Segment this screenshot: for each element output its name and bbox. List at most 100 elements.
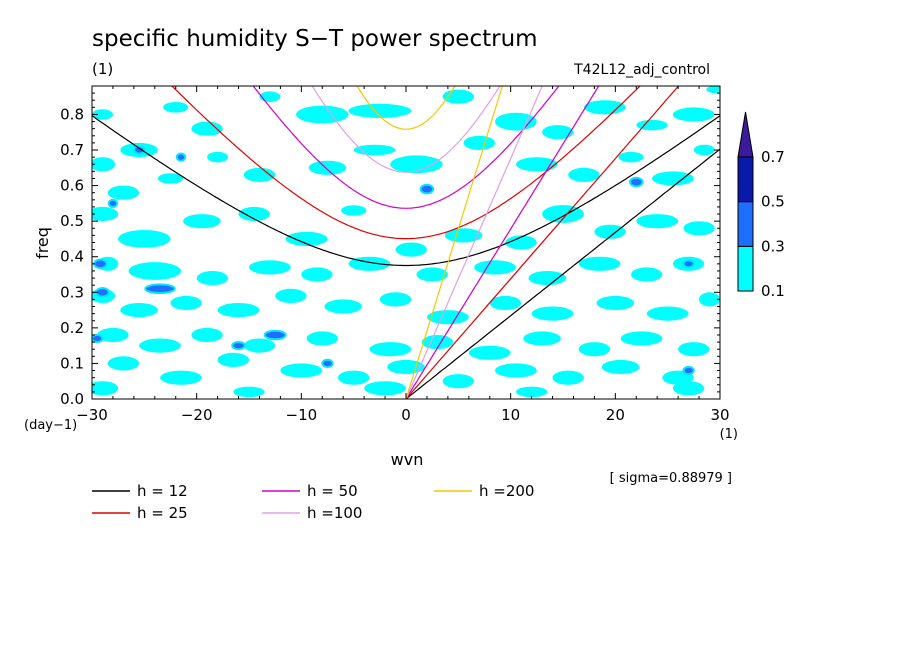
contour-blob [474,260,516,275]
x-axis-ticks: −30 −20 −10 0 10 20 30 [76,86,730,424]
legend-label: h = 12 [137,482,188,500]
contour-blob [693,144,715,156]
contour-blob [217,303,260,318]
colorbar: 0.1 0.3 0.5 0.7 [737,111,785,300]
contour-blob [515,157,558,172]
contour-blob [163,102,189,113]
contour-blob [348,103,412,118]
kelvin-curve [405,86,503,399]
colorbar-label: 0.5 [761,193,785,211]
x-tick-label: −20 [181,406,213,424]
contour-blob [341,205,367,216]
contour-blob [263,329,287,341]
sigma-label: [ sigma=0.88979 ] [610,471,732,486]
x-tick-label: 10 [501,406,520,424]
contour-blob [395,242,427,257]
x-axis-label: wvn [391,450,424,469]
y-tick-label: 0.7 [60,141,84,159]
x-tick-label: −10 [286,406,318,424]
contour-blob [217,352,249,367]
contour-blob [442,374,474,389]
contour-blob [652,171,694,186]
contour-blob [191,121,223,136]
colorbar-label: 0.7 [761,148,785,166]
contour-blob [495,363,537,378]
contour-blob [338,370,370,385]
kelvin-curve [405,86,543,399]
contour-blob [672,107,715,122]
contour-blob [542,125,574,140]
colorbar-label: 0.3 [761,237,785,255]
contour-blob [631,267,663,282]
contour-blob [646,306,689,321]
y-tick-label: 0.2 [60,319,84,337]
contour-blob [568,167,600,182]
y-tick-label: 0.5 [60,212,84,230]
contour-blob [636,119,668,131]
gravity-wave-curve [171,86,641,240]
colorbar-swatch [737,245,754,292]
y-tick-label: 0.6 [60,177,84,195]
kelvin-curve [405,86,680,399]
gravity-wave-curve [252,86,560,209]
chart-title: specific humidity S−T power spectrum [92,26,538,52]
contour-blob [324,299,363,314]
contour-blob [183,214,221,229]
contour-blob [308,160,347,175]
contour-blob [95,287,110,298]
colorbar-extend-arrow [737,111,754,158]
contour-blob [636,214,679,229]
contour-blob [531,306,574,321]
contour-blob [505,235,537,250]
contour-blob [231,341,246,351]
contour-blob [128,262,181,280]
contour-blob [678,342,710,357]
contour-blob [416,267,448,282]
contour-blob [523,331,561,346]
spectrum-contours [92,86,720,398]
contour-blob [259,91,281,102]
x-tick-label: 30 [710,406,729,424]
contour-blob [175,152,187,162]
y-tick-label: 0.3 [60,283,84,301]
contour-blob [107,185,140,200]
contour-blob [699,292,720,307]
contour-blob [683,221,715,236]
contour-blob [390,155,443,174]
contour-blob [280,363,323,378]
legend-label: h =100 [307,504,362,522]
contour-blob [97,327,129,343]
y-tick-label: 0.1 [60,354,84,372]
contour-blob [364,381,406,396]
contour-blob [584,100,626,115]
x-unit-label: (1) [720,427,738,442]
gravity-wave-curve [92,115,720,267]
contour-blob [542,205,584,223]
x-tick-label: −30 [76,406,108,424]
colorbar-label: 0.1 [761,282,785,300]
contour-blob [233,386,265,398]
contour-blob [249,260,291,275]
kelvin-curve [405,86,600,399]
contour-blob [243,167,276,182]
y-tick-label: 0.8 [60,105,84,123]
contour-blob [160,370,202,385]
contour-blob [170,295,202,311]
contour-blob [682,259,695,269]
contour-blob [672,381,705,396]
contour-blob [92,109,113,120]
colorbar-swatch [737,156,754,203]
legend: h = 12 h = 25 h = 50 h =100 h =200 [92,482,534,522]
contour-blob [463,135,495,150]
contour-blob [139,338,181,353]
contour-blob [321,358,334,368]
run-label: T42L12_adj_control [573,62,710,78]
legend-label: h = 50 [307,482,358,500]
contour-blob [387,359,425,375]
contour-blob [601,359,640,375]
contour-blob [594,224,626,239]
contour-blob [92,333,104,344]
dispersion-curves [92,86,720,399]
legend-label: h =200 [479,482,534,500]
